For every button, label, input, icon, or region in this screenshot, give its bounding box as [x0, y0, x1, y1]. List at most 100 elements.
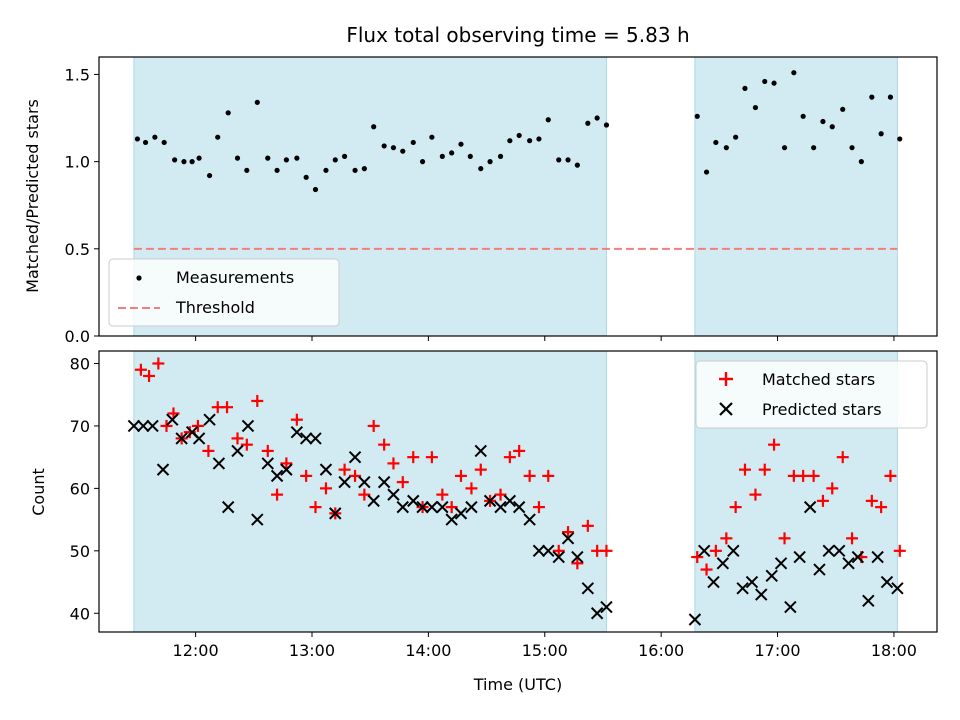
predicted-star-point — [880, 575, 894, 589]
predicted-star-point — [425, 500, 439, 514]
predicted-star-point — [571, 550, 584, 564]
matched-star-point — [513, 444, 526, 457]
legend-matched-marker — [719, 372, 733, 386]
matched-star-point — [436, 488, 449, 501]
measurement-point — [713, 139, 719, 146]
measurement-point — [189, 159, 195, 165]
measurement-point — [234, 155, 241, 161]
matched-star-point — [571, 557, 584, 570]
measurement-point — [487, 159, 493, 165]
measurement-point — [352, 167, 358, 173]
legend-predicted-label: Predicted stars — [762, 400, 882, 419]
matched-star-point — [749, 488, 762, 501]
matched-star-point — [778, 532, 791, 545]
predicted-star-point — [891, 582, 904, 595]
predicted-star-point — [494, 500, 507, 514]
matched-star-point — [191, 419, 204, 432]
predicted-star-point — [387, 488, 400, 501]
measurement-point — [283, 157, 289, 163]
matched-star-point — [836, 451, 849, 464]
predicted-star-point — [367, 494, 380, 508]
measurement-point — [781, 145, 788, 151]
top-legend: Measurements Threshold — [108, 258, 340, 327]
predicted-star-point — [581, 582, 595, 595]
measurement-point — [840, 106, 846, 112]
measurement-point — [181, 159, 187, 165]
predicted-star-point — [871, 550, 884, 564]
bottom-legend: Matched stars Predicted stars — [695, 360, 928, 429]
matched-star-point — [240, 438, 253, 451]
predicted-star-point — [241, 419, 255, 433]
top-panel: 0.0 0.5 1.0 1.5 Matched/Predicted stars Mea… — [23, 56, 938, 346]
matched-star-point — [387, 457, 400, 470]
observing-interval-1 — [694, 56, 898, 337]
measurement-point — [478, 166, 484, 172]
matched-star-point — [134, 363, 147, 376]
predicted-star-point — [532, 544, 546, 558]
x-tick-label: 16:00 — [638, 641, 684, 660]
measurement-point — [507, 138, 513, 144]
measurement-point — [410, 139, 416, 146]
predicted-star-point — [416, 500, 429, 514]
bottom-plot-frame — [98, 350, 938, 633]
y-tick-label: 1.5 — [65, 65, 90, 84]
y-tick-label: 0.5 — [65, 240, 90, 259]
measurement-point — [244, 167, 250, 173]
bottom-panel: 40 50 60 70 80 12:00 13:00 14:00 15:00 16:00 17:0… — [29, 350, 938, 694]
y-tick-label: 60 — [70, 479, 90, 498]
matched-star-point — [691, 551, 704, 564]
bottom-x-axis: 12:00 13:00 14:00 15:00 16:00 17:00 18:00 — [173, 632, 917, 660]
bottom-y-axis: 40 50 60 70 80 — [70, 354, 99, 623]
measurement-point — [545, 117, 551, 123]
legend-matched-label: Matched stars — [762, 370, 875, 389]
measurement-point — [419, 159, 426, 165]
matched-star-point — [893, 544, 906, 557]
measurement-point — [585, 120, 591, 126]
matched-star-point — [349, 469, 362, 482]
predicted-star-point — [175, 432, 188, 445]
matched-star-point — [542, 469, 555, 482]
predicted-star-point — [784, 600, 797, 614]
predicted-star-point — [146, 419, 159, 433]
predicted-star-points — [127, 413, 904, 626]
predicted-star-point — [833, 544, 846, 558]
chart-title: Flux total observing time = 5.83 h — [346, 23, 689, 47]
measurement-point — [361, 166, 367, 172]
predicted-star-point — [727, 544, 740, 558]
matched-star-point — [271, 488, 284, 501]
predicted-star-point — [445, 513, 458, 526]
matched-star-point — [338, 463, 351, 476]
measurement-point — [312, 186, 319, 193]
bottom-y-axis-label: Count — [29, 468, 48, 516]
predicted-star-point — [822, 544, 835, 558]
predicted-star-point — [707, 575, 720, 589]
matched-star-point — [768, 438, 781, 451]
predicted-star-point — [127, 419, 141, 433]
predicted-star-point — [192, 432, 206, 445]
predicted-star-point — [561, 532, 575, 545]
matched-star-point — [202, 444, 215, 457]
predicted-star-point — [793, 550, 806, 564]
measurement-point — [458, 141, 464, 147]
legend-measurements-label: Measurements — [176, 268, 294, 287]
matched-star-point — [474, 463, 487, 476]
matched-star-point — [600, 544, 613, 557]
matched-star-point — [143, 369, 156, 382]
matched-star-point — [700, 563, 713, 576]
top-y-axis-label: Matched/Predicted stars — [23, 99, 42, 293]
x-tick-label: 17:00 — [754, 641, 800, 660]
measurement-point — [762, 78, 768, 85]
predicted-star-point — [299, 432, 313, 445]
predicted-star-point — [407, 494, 420, 508]
matched-star-point — [826, 482, 839, 495]
measurement-point — [771, 80, 777, 86]
matched-star-point — [720, 532, 733, 545]
predicted-star-point — [842, 557, 855, 570]
measurement-point — [878, 131, 884, 137]
predicted-star-point — [523, 513, 536, 526]
measurement-point — [332, 157, 338, 163]
measurement-point — [400, 148, 406, 154]
measurement-point — [254, 99, 260, 105]
predicted-star-point — [774, 557, 788, 570]
top-plot-frame — [98, 56, 938, 337]
